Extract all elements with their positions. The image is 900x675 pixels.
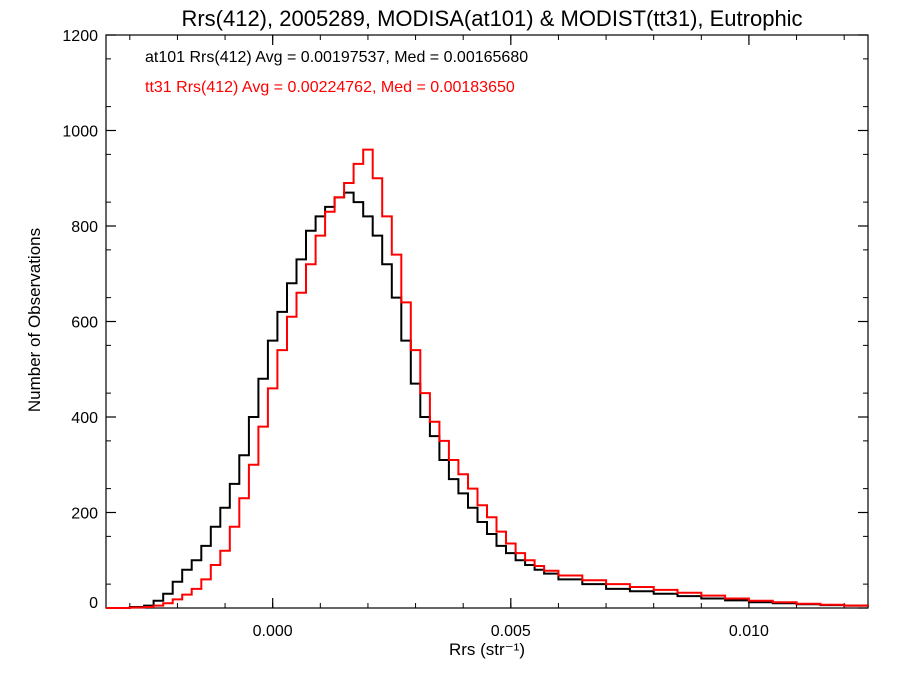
y-axis-label: Number of Observations [25, 228, 44, 412]
y-tick-label: 1200 [62, 28, 98, 45]
x-tick-label: 0.010 [729, 623, 769, 640]
series-at101-line [106, 191, 869, 609]
y-tick-label: 0 [89, 595, 98, 612]
x-axis-label: Rrs (str⁻¹) [449, 640, 525, 659]
chart-title: Rrs(412), 2005289, MODISA(at101) & MODIS… [181, 6, 802, 31]
y-axis-ticks: 0 200 400 600 800 1000 1200 [62, 28, 868, 612]
y-tick-label: 800 [71, 219, 98, 236]
y-tick-label: 400 [71, 410, 98, 427]
series-tt31-line [106, 148, 869, 609]
x-axis-ticks: 0.000 0.005 0.010 [129, 35, 845, 640]
series-layer [106, 148, 869, 609]
annotation-at101: at101 Rrs(412) Avg = 0.00197537, Med = 0… [145, 49, 528, 66]
x-tick-label: 0.005 [491, 623, 531, 640]
x-tick-label: 0.000 [253, 623, 293, 640]
annotation-tt31: tt31 Rrs(412) Avg = 0.00224762, Med = 0.… [145, 79, 515, 96]
y-tick-label: 1000 [62, 124, 98, 141]
y-tick-label: 600 [71, 315, 98, 332]
y-tick-label: 200 [71, 506, 98, 523]
